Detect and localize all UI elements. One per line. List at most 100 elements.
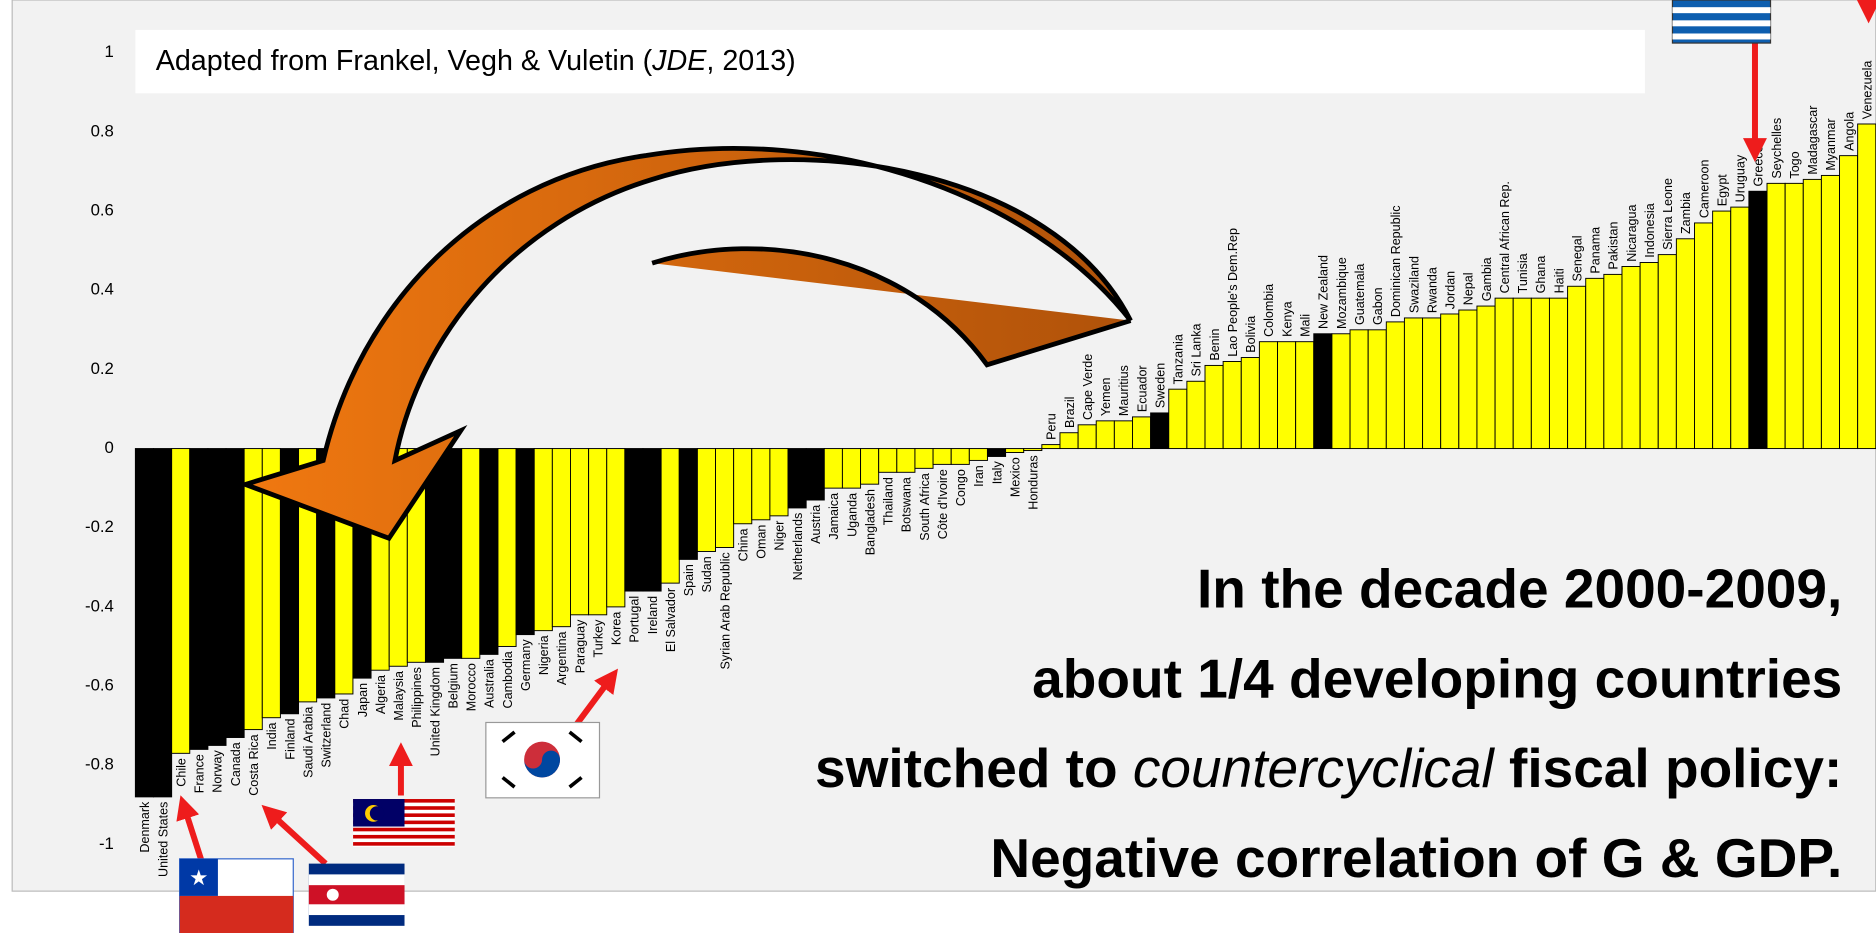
chart: 10.80.60.40.20-0.2-0.4-0.6-0.8-1DenmarkU… [0, 0, 1876, 933]
bar [534, 449, 552, 631]
source-part: Adapted from Frankel, Vegh & Vuletin ( [156, 45, 653, 77]
bar [172, 449, 190, 754]
bar [734, 449, 752, 524]
category-label: Nepal [1462, 272, 1476, 305]
source-part: JDE [651, 45, 707, 77]
page: 10.80.60.40.20-0.2-0.4-0.6-0.8-1DenmarkU… [0, 0, 1876, 933]
category-label: Mali [1298, 314, 1312, 337]
category-label: Seychelles [1770, 118, 1784, 179]
bar [969, 449, 987, 461]
annotation-part: countercyclical [1133, 737, 1496, 799]
bar [1694, 223, 1712, 449]
category-label: Mozambique [1335, 257, 1349, 329]
bar [226, 449, 244, 738]
bar [1731, 207, 1749, 448]
flag-korea [486, 722, 600, 797]
category-label: Madagascar [1806, 106, 1820, 175]
bar [1459, 310, 1477, 449]
bar [1549, 298, 1567, 448]
bar [661, 449, 679, 584]
flag-malaysia [353, 799, 455, 847]
bar [770, 449, 788, 516]
bar [1767, 183, 1785, 448]
y-tick-label: 0 [105, 438, 114, 457]
category-label: New Zealand [1317, 255, 1331, 329]
category-label: India [265, 722, 279, 749]
category-label: Pakistan [1607, 221, 1621, 269]
category-label: Haiti [1552, 268, 1566, 293]
category-label: United Kingdom [428, 667, 442, 756]
category-label: Jamaica [827, 493, 841, 540]
category-label: Nicaragua [1625, 204, 1639, 261]
category-label: Portugal [628, 596, 642, 643]
bar [861, 449, 879, 485]
bar [516, 449, 534, 635]
category-label: Austria [809, 505, 823, 544]
category-label: Ecuador [1135, 365, 1149, 412]
category-label: Italy [990, 461, 1004, 485]
category-label: Sudan [700, 556, 714, 592]
bar [154, 449, 172, 797]
category-label: Switzerland [320, 703, 334, 768]
category-label: Zambia [1679, 192, 1693, 234]
category-label: Syrian Arab Republic [718, 552, 732, 669]
bar [1640, 263, 1658, 449]
category-label: Denmark [138, 801, 152, 853]
category-label: Peru [1045, 413, 1059, 440]
bar [1604, 274, 1622, 448]
bar [1803, 179, 1821, 448]
source: Adapted from Frankel, Vegh & Vuletin (JD… [156, 45, 796, 77]
category-label: Tunisia [1516, 253, 1530, 293]
annotation-line: about 1/4 developing countries [1032, 647, 1842, 709]
bar [1477, 306, 1495, 448]
bar [1296, 342, 1314, 449]
bar [1676, 239, 1694, 449]
bar [1060, 433, 1078, 449]
flag-costa-rica [309, 864, 405, 926]
annotation-line: switched to countercyclical fiscal polic… [815, 737, 1842, 799]
bar [679, 449, 697, 560]
category-label: Ghana [1534, 256, 1548, 294]
category-label: Jordan [1444, 271, 1458, 309]
y-tick-label: -0.4 [85, 596, 114, 615]
category-label: Australia [483, 659, 497, 708]
bar [1350, 330, 1368, 449]
category-label: Mauritius [1117, 365, 1131, 416]
category-label: Cameroon [1697, 160, 1711, 219]
category-label: Algeria [374, 675, 388, 714]
bar [1858, 124, 1876, 449]
category-label: Uruguay [1734, 154, 1748, 202]
bar [190, 449, 208, 750]
y-tick-label: -0.8 [85, 755, 114, 774]
category-label: Niger [773, 521, 787, 551]
y-tick-label: 0.6 [91, 200, 114, 219]
bar [879, 449, 897, 473]
category-label: China [736, 529, 750, 562]
bar [462, 449, 480, 659]
category-label: Norway [211, 749, 225, 792]
bar [552, 449, 570, 627]
annotation-part: fiscal policy: [1494, 737, 1843, 799]
category-label: Angola [1842, 112, 1856, 151]
category-label: Iran [972, 465, 986, 487]
annotation-line: Negative correlation of G & GDP. [990, 827, 1842, 889]
bar [1840, 156, 1858, 449]
category-label: Gabon [1371, 287, 1385, 325]
category-label: Cape Verde [1081, 354, 1095, 420]
y-tick-label: 0.4 [91, 280, 114, 299]
bar [1151, 413, 1169, 449]
flag-greece [1672, 0, 1770, 43]
category-label: Paraguay [573, 619, 587, 673]
bar [643, 449, 661, 591]
bar [480, 449, 498, 655]
bar [824, 449, 842, 489]
bar [570, 449, 588, 615]
bar [625, 449, 643, 591]
category-label: Tanzania [1172, 334, 1186, 384]
bar [716, 449, 734, 548]
category-label: Central African Rep. [1498, 181, 1512, 293]
category-label: Nigeria [537, 635, 551, 675]
bar [1006, 449, 1024, 453]
bar [1314, 334, 1332, 449]
bar [987, 449, 1005, 457]
